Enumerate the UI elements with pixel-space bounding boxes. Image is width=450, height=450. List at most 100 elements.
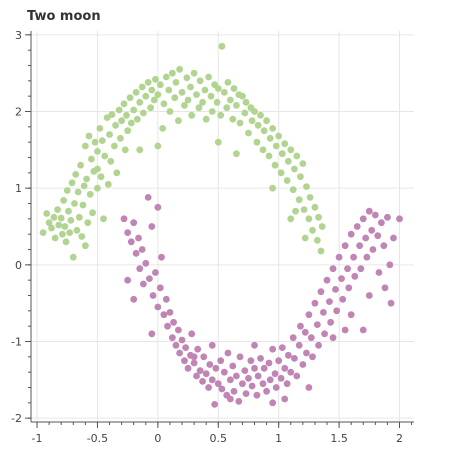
data-point (287, 368, 295, 376)
data-point (241, 367, 249, 375)
data-point (295, 341, 303, 349)
data-point (181, 357, 188, 365)
data-point (183, 74, 191, 82)
data-point (277, 169, 285, 177)
data-point (205, 384, 213, 391)
y-tick-label: 3 (15, 29, 22, 42)
data-point (148, 223, 156, 230)
data-point (259, 380, 267, 388)
data-point (248, 382, 256, 390)
data-point (190, 359, 198, 367)
data-point (54, 206, 61, 214)
data-point (214, 138, 222, 146)
data-point (81, 142, 89, 150)
data-point (71, 200, 78, 207)
data-point (266, 376, 274, 384)
data-point (311, 299, 319, 307)
data-point (341, 326, 349, 334)
data-point (84, 219, 92, 227)
data-point (194, 345, 202, 353)
data-point (363, 253, 371, 261)
data-point (127, 119, 135, 127)
x-tick-label: -0.5 (87, 432, 108, 445)
data-point (245, 374, 252, 382)
data-point (318, 223, 326, 230)
data-point (85, 132, 93, 140)
data-point (350, 253, 357, 261)
y-tick-label: 1 (15, 182, 22, 195)
data-point (162, 73, 170, 81)
data-point (218, 385, 226, 393)
data-point (182, 344, 190, 352)
data-point (365, 292, 373, 299)
data-point (327, 318, 335, 326)
data-point (190, 69, 198, 77)
data-point (148, 86, 156, 94)
data-point (158, 253, 165, 261)
data-point (164, 322, 171, 330)
data-point (315, 213, 322, 221)
data-point (171, 94, 179, 102)
data-point (289, 334, 297, 342)
data-point (175, 326, 182, 334)
data-point (120, 215, 128, 223)
data-point (107, 157, 115, 165)
data-point (287, 146, 295, 154)
data-point (226, 376, 234, 384)
data-point (138, 83, 146, 91)
data-point (283, 380, 291, 388)
y-tick-label: -1 (11, 336, 22, 349)
data-point (251, 364, 258, 372)
data-point (94, 184, 101, 192)
data-point (321, 330, 328, 338)
data-point (341, 242, 349, 250)
data-point (248, 117, 256, 125)
data-point (259, 146, 267, 154)
data-point (83, 175, 90, 183)
data-point (138, 246, 146, 253)
data-point (72, 170, 80, 178)
data-point (265, 152, 273, 160)
data-point (365, 207, 373, 215)
data-point (277, 374, 285, 382)
data-point (103, 114, 111, 122)
data-point (113, 169, 121, 177)
data-point (94, 147, 101, 155)
data-point (292, 207, 299, 215)
data-point (118, 117, 126, 125)
data-point (311, 203, 319, 211)
data-point (284, 157, 292, 165)
data-point (124, 127, 132, 135)
data-point (88, 155, 95, 163)
data-point (347, 230, 355, 238)
data-point (100, 215, 107, 223)
data-point (278, 150, 286, 158)
data-point (236, 119, 244, 127)
data-point (214, 380, 222, 388)
data-point (188, 330, 196, 338)
data-point (154, 91, 162, 99)
data-point (374, 232, 382, 240)
data-point (290, 354, 298, 362)
data-point (362, 234, 370, 242)
data-point (168, 334, 176, 342)
data-point (206, 361, 214, 368)
data-point (299, 361, 307, 368)
data-point (199, 98, 206, 106)
x-tick-label: 1 (275, 432, 282, 445)
data-point (384, 213, 391, 221)
data-point (260, 364, 268, 372)
data-point (254, 372, 262, 380)
data-point (178, 336, 186, 344)
data-point (369, 246, 377, 253)
data-point (301, 234, 309, 242)
data-point (357, 265, 365, 273)
data-point (297, 173, 304, 181)
data-point (165, 86, 173, 94)
data-point (104, 180, 112, 188)
data-point (230, 85, 238, 92)
data-point (266, 134, 274, 142)
data-point (208, 376, 216, 384)
data-point (260, 127, 268, 135)
data-point (289, 186, 297, 194)
